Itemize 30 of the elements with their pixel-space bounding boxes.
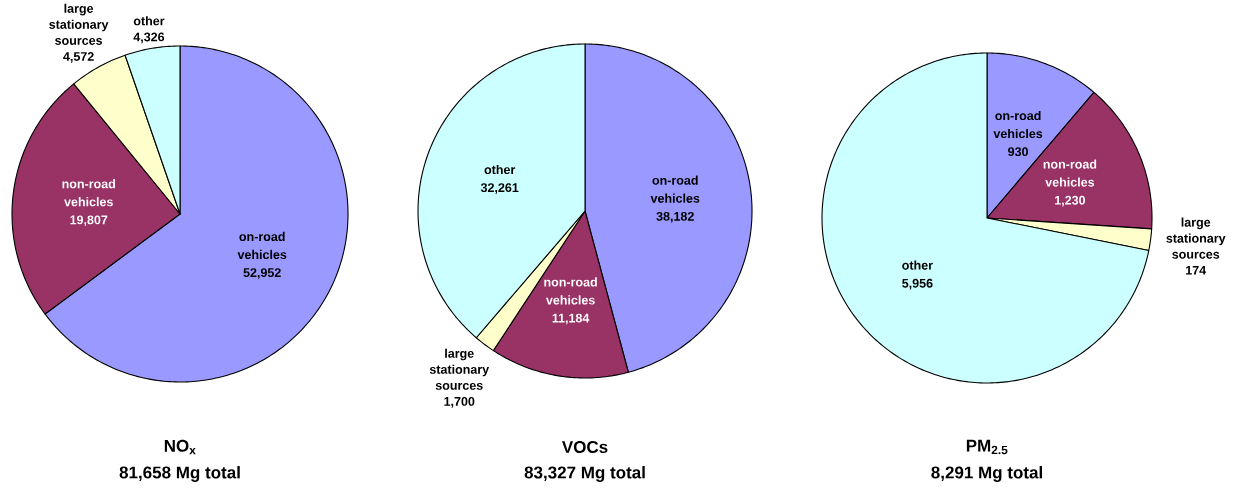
slice-label: non-road vehicles xyxy=(62,179,115,207)
data-label: 32,261 xyxy=(480,183,519,194)
data-label: 1,700 xyxy=(444,396,475,408)
data-label: 5,956 xyxy=(902,278,933,290)
slice-label: large stationary sources xyxy=(49,3,109,45)
data-label: 174 xyxy=(1186,265,1207,275)
text: NO$_{x}$ xyxy=(164,439,196,455)
text: 81,658 Mg total xyxy=(119,466,240,482)
slice-label: other xyxy=(484,164,516,175)
data-label: 1,230 xyxy=(1055,195,1086,207)
slice-label: other xyxy=(133,16,165,26)
text: 83,327 Mg total xyxy=(524,466,645,482)
text: 8,291 Mg total xyxy=(931,466,1042,482)
data-label: 52,952 xyxy=(243,268,281,279)
text: VOCs xyxy=(561,440,608,454)
slice-label: large stationary sources xyxy=(1166,217,1226,259)
slice-label: other xyxy=(902,260,933,270)
data-label: 4,326 xyxy=(133,32,165,44)
slice-label: on-road vehicles xyxy=(993,110,1043,139)
data-label: 11,184 xyxy=(552,313,590,325)
data-label: 930 xyxy=(1008,147,1028,157)
text: PM$_{2.5}$ xyxy=(966,439,1008,455)
slice-label: on-road vehicles xyxy=(237,231,287,260)
data-label: 4,572 xyxy=(63,52,94,63)
slice-label: non-road vehicles xyxy=(544,277,597,305)
slice-label: large stationary sources xyxy=(429,348,490,390)
data-label: 19,807 xyxy=(70,215,108,227)
slice-label: non-road vehicles xyxy=(1043,159,1097,187)
slice-label: on-road vehicles xyxy=(650,175,700,203)
data-label: 38,182 xyxy=(656,211,694,223)
